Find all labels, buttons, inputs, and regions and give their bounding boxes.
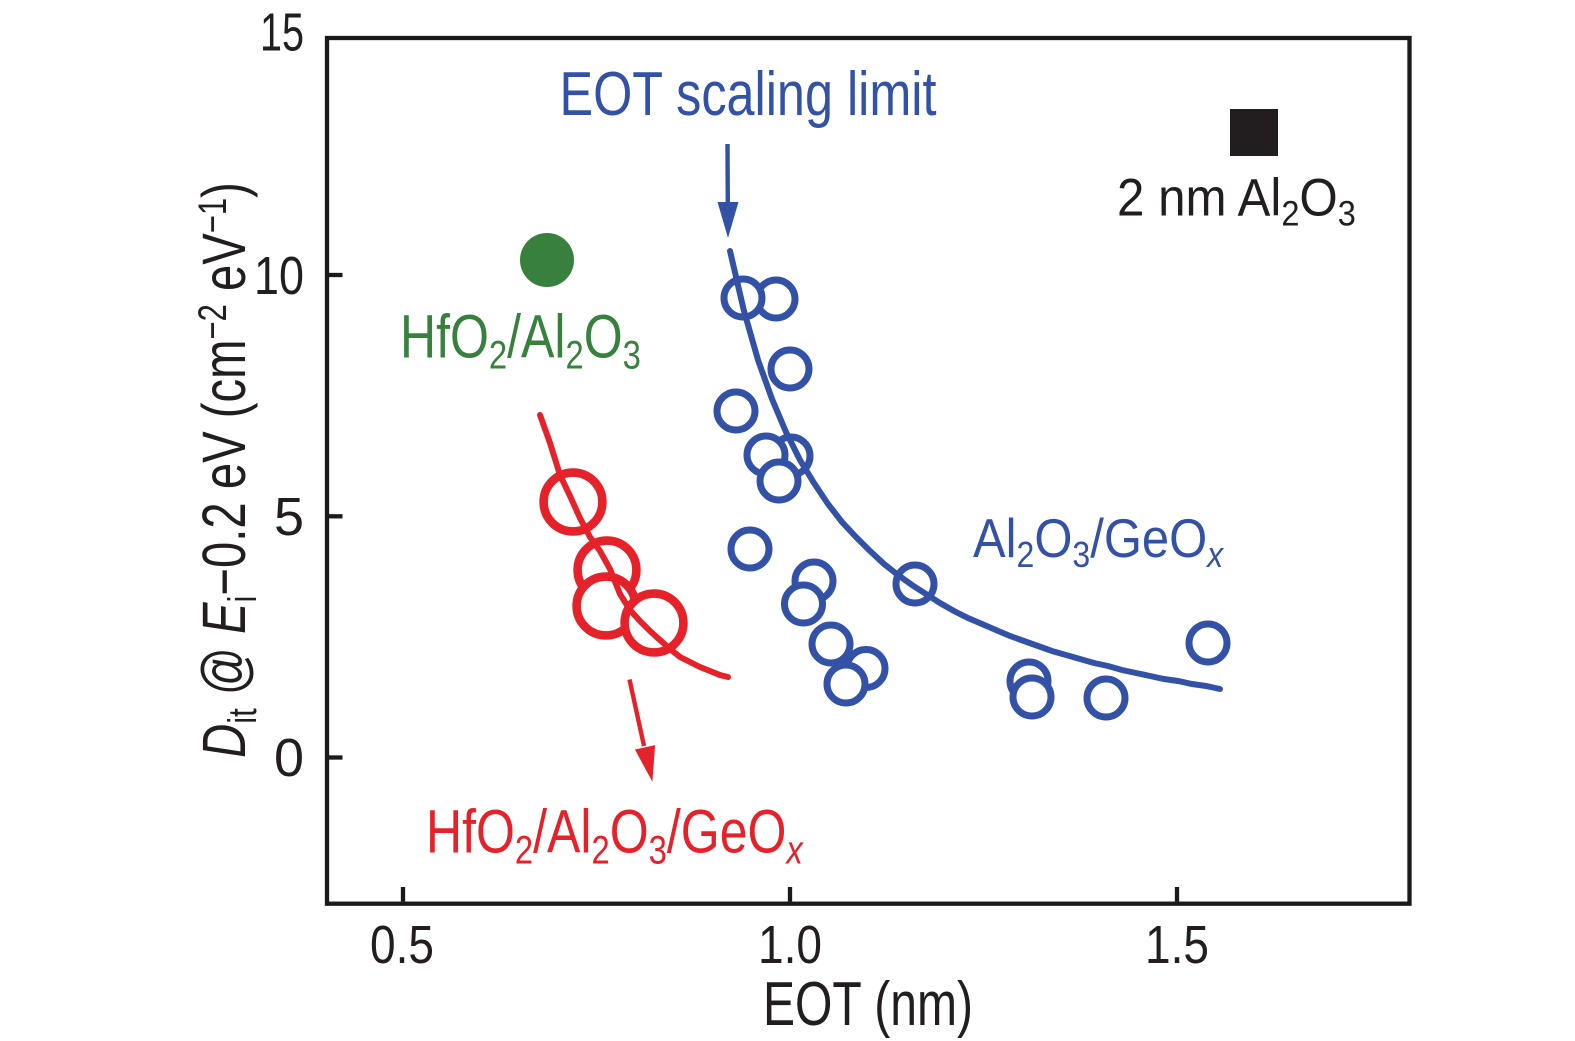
svg-text:EOT scaling limit: EOT scaling limit [560, 60, 937, 129]
svg-text:HfO2​/Al2​O3​: HfO2​/Al2​O3​ [400, 303, 641, 377]
svg-text:5: 5 [274, 487, 304, 547]
svg-text:1.5: 1.5 [1145, 915, 1209, 975]
svg-text:1.0: 1.0 [758, 915, 822, 975]
svg-text:10: 10 [254, 246, 304, 306]
svg-text:Dit​ @ Ei​−0.2 eV (cm−2​ eV−1​: Dit​ @ Ei​−0.2 eV (cm−2​ eV−1​) [190, 182, 265, 758]
svg-text:0: 0 [274, 728, 304, 788]
svg-text:HfO2​/Al2​O3​/GeOx​: HfO2​/Al2​O3​/GeOx​ [426, 798, 804, 872]
svg-text:2 nm Al2​O3​: 2 nm Al2​O3​ [1117, 168, 1356, 234]
svg-text:15: 15 [260, 3, 304, 63]
svg-text:0.5: 0.5 [370, 915, 434, 975]
svg-text:Al2​O3​/GeOx​: Al2​O3​/GeOx​ [973, 508, 1225, 575]
svg-text:EOT (nm): EOT (nm) [763, 970, 973, 1039]
